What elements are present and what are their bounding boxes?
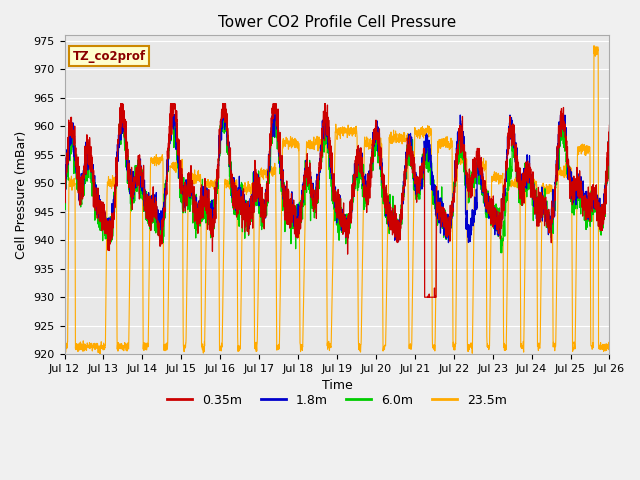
- Legend: 0.35m, 1.8m, 6.0m, 23.5m: 0.35m, 1.8m, 6.0m, 23.5m: [162, 389, 512, 412]
- 23.5m: [536, 339, 544, 345]
- 1.8m: [117, 112, 125, 118]
- 1.8m: [536, 198, 544, 204]
- 0.35m: [595, 213, 603, 218]
- 23.5m: [96, 351, 104, 357]
- 0.35m: [156, 222, 163, 228]
- 1.8m: [294, 217, 301, 223]
- 0.35m: [421, 294, 429, 300]
- Y-axis label: Cell Pressure (mBar): Cell Pressure (mBar): [15, 131, 28, 259]
- Line: 6.0m: 6.0m: [65, 115, 609, 253]
- 1.8m: [595, 198, 603, 204]
- 23.5m: [270, 169, 278, 175]
- Line: 0.35m: 0.35m: [65, 104, 609, 297]
- Line: 23.5m: 23.5m: [65, 46, 609, 354]
- 0.35m: [536, 196, 544, 202]
- 0.35m: [270, 108, 278, 113]
- 6.0m: [294, 228, 301, 234]
- 6.0m: [595, 212, 603, 217]
- 6.0m: [605, 136, 613, 142]
- 23.5m: [595, 346, 603, 352]
- Text: TZ_co2prof: TZ_co2prof: [73, 49, 146, 63]
- 0.35m: [117, 101, 125, 107]
- 1.8m: [123, 155, 131, 160]
- 1.8m: [156, 211, 163, 216]
- 23.5m: [590, 43, 598, 48]
- 6.0m: [156, 217, 163, 223]
- 6.0m: [61, 186, 68, 192]
- 6.0m: [270, 112, 278, 118]
- 1.8m: [605, 130, 613, 136]
- 23.5m: [605, 348, 613, 353]
- Line: 1.8m: 1.8m: [65, 115, 609, 243]
- 0.35m: [123, 140, 131, 146]
- 23.5m: [156, 156, 163, 161]
- 6.0m: [123, 147, 131, 153]
- 23.5m: [123, 345, 131, 350]
- 0.35m: [605, 122, 613, 128]
- 23.5m: [61, 347, 68, 352]
- 1.8m: [445, 240, 452, 246]
- 6.0m: [497, 250, 505, 256]
- 6.0m: [118, 112, 125, 118]
- 6.0m: [536, 216, 544, 222]
- 0.35m: [61, 180, 68, 186]
- 0.35m: [294, 235, 301, 241]
- X-axis label: Time: Time: [322, 379, 353, 393]
- 1.8m: [270, 112, 278, 118]
- Title: Tower CO2 Profile Cell Pressure: Tower CO2 Profile Cell Pressure: [218, 15, 456, 30]
- 23.5m: [294, 140, 301, 146]
- 1.8m: [61, 198, 68, 204]
